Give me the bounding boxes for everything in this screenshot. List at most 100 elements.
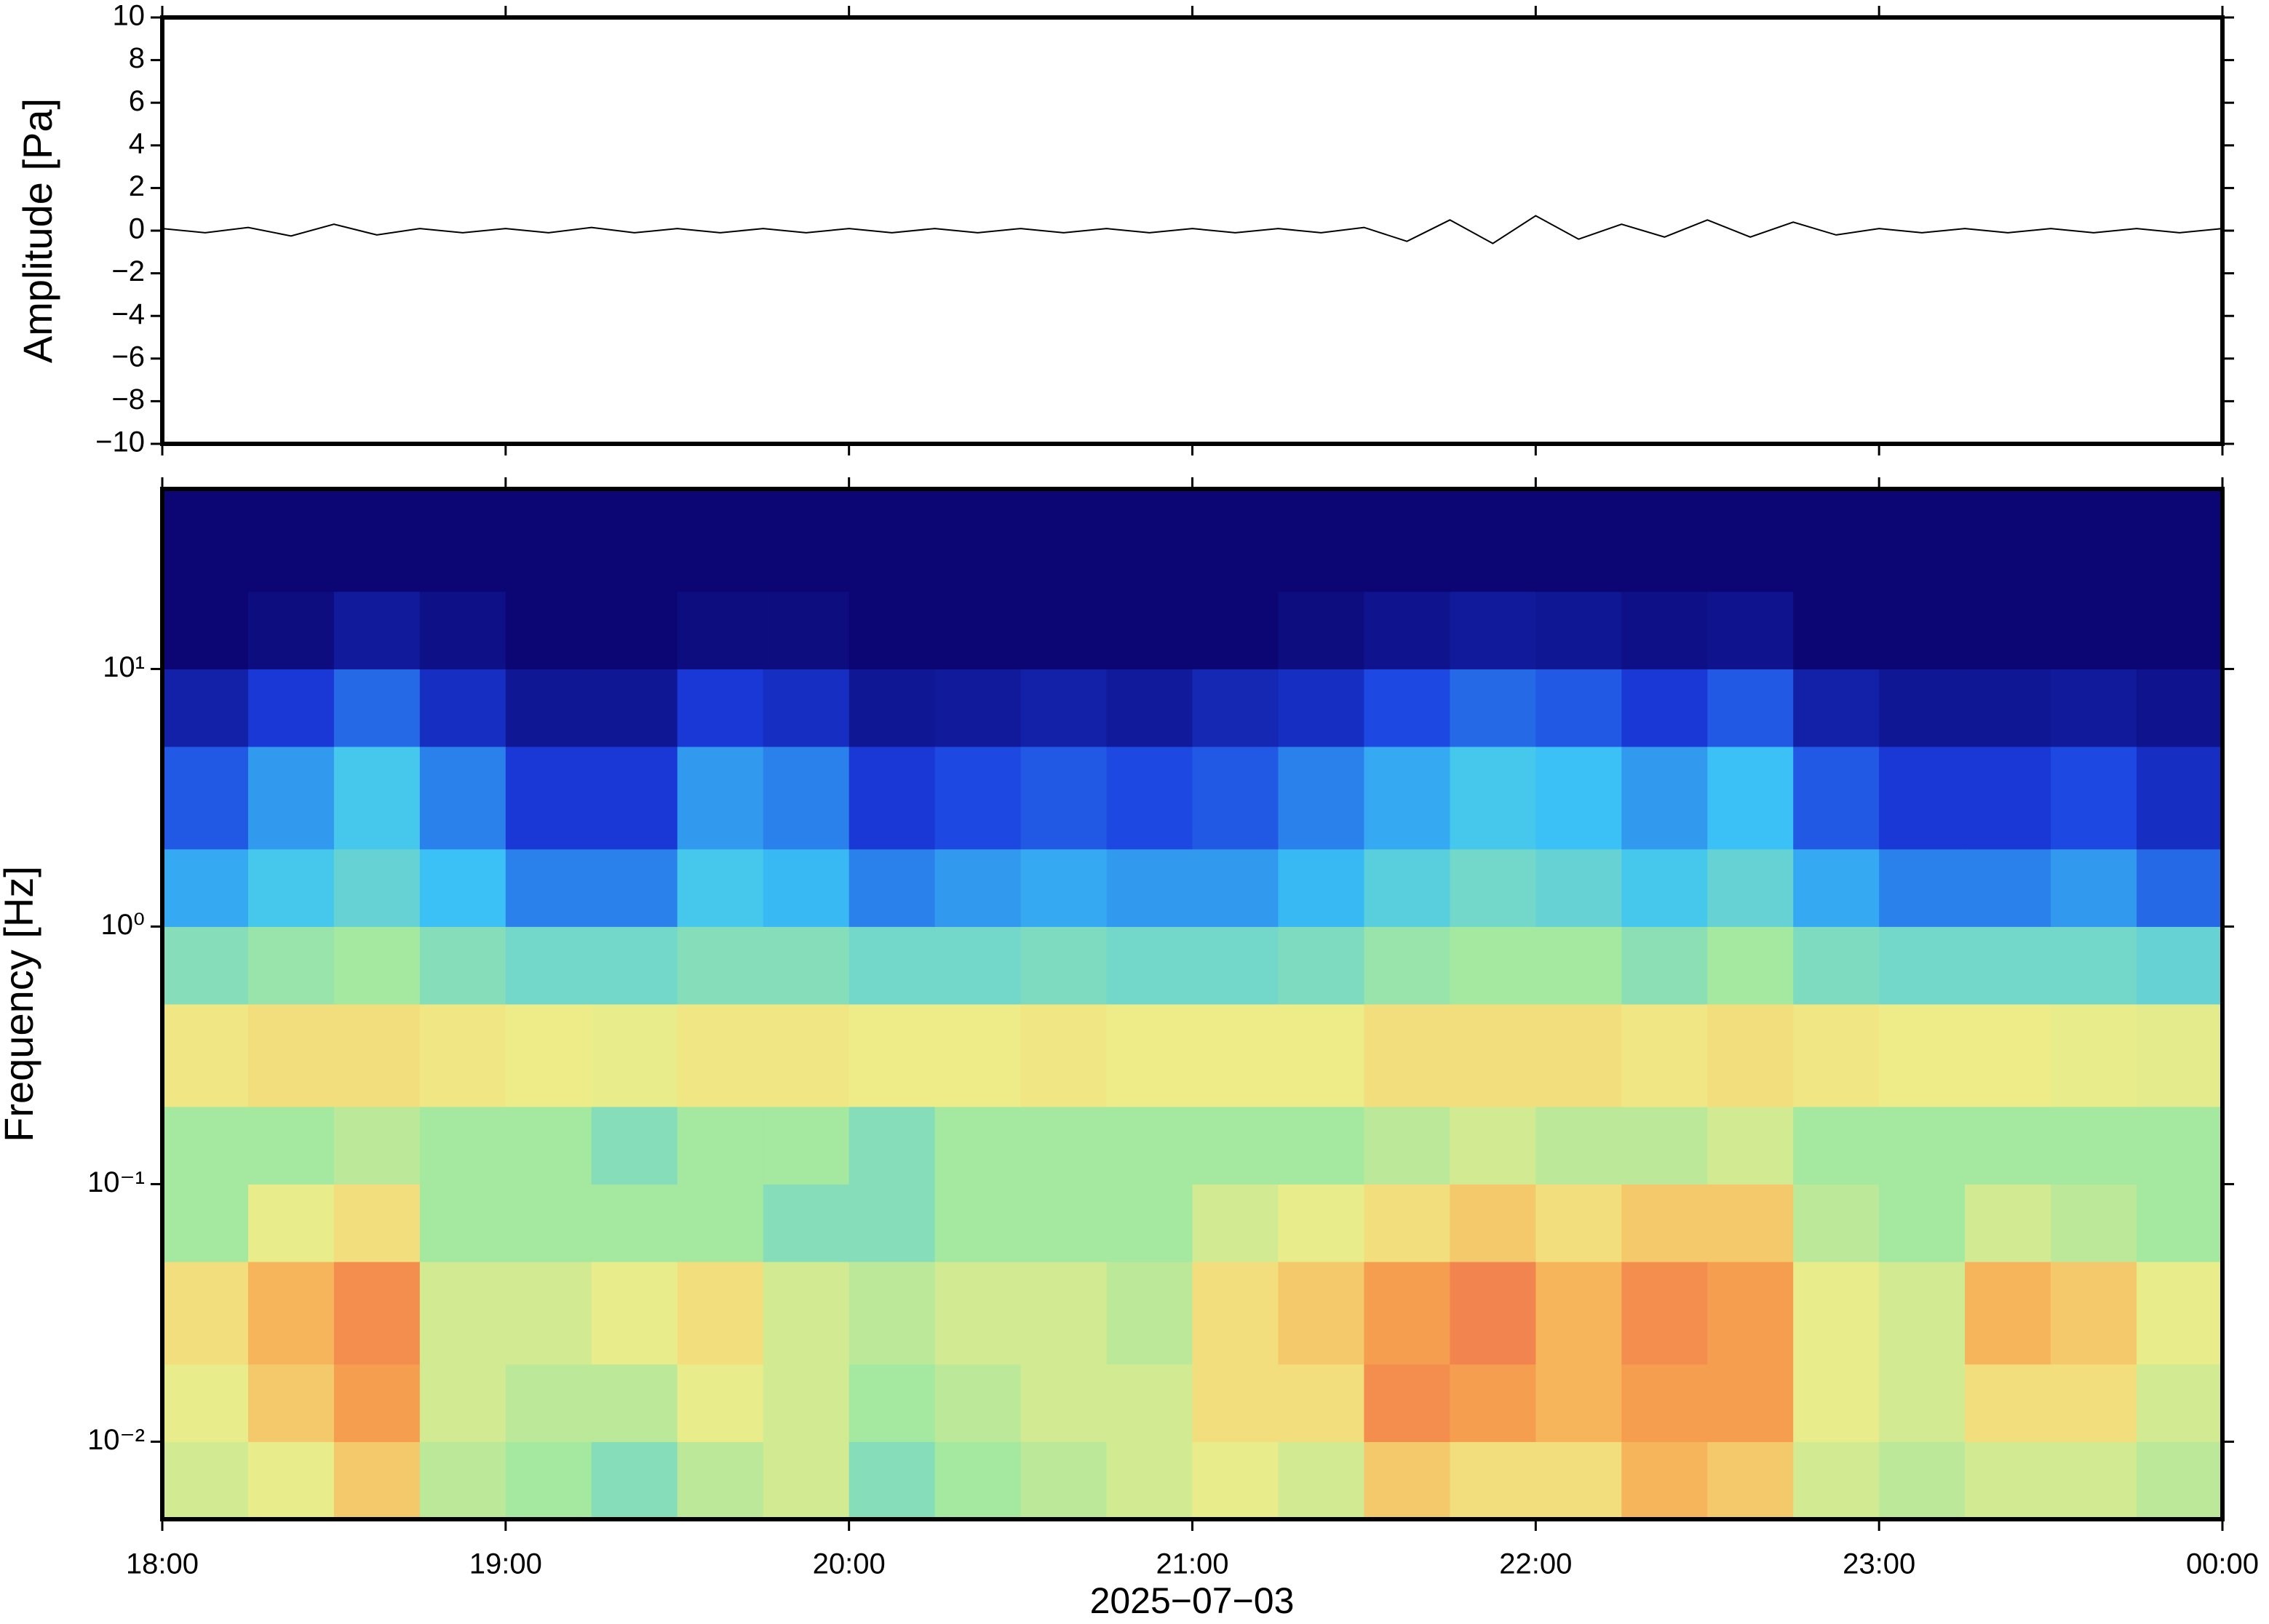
spectrogram-cell	[505, 1184, 592, 1262]
spectrogram-cell	[247, 1262, 335, 1365]
spectrogram-cell	[1707, 489, 1794, 592]
spectrogram-cell	[247, 669, 335, 747]
spectrogram-cell	[1879, 1184, 1966, 1262]
spectrogram-cell	[1020, 1004, 1108, 1107]
spectrogram-cell	[333, 591, 421, 669]
spectrogram-cell	[505, 669, 592, 747]
spectrogram-cell	[419, 1004, 506, 1107]
spectrogram-cell	[849, 669, 936, 747]
spectrogram-cell	[333, 1364, 421, 1442]
x-tick-label: 19:00	[469, 1548, 542, 1580]
x-tick-label: 21:00	[1156, 1548, 1228, 1580]
plot-area	[162, 489, 2222, 1519]
spectrogram-cell	[1364, 848, 1450, 927]
spectrogram-cell	[1965, 926, 2051, 1005]
spectrogram-cell	[1106, 669, 1193, 747]
spectrogram-cell	[849, 848, 936, 927]
spectrogram-cell	[677, 1106, 764, 1185]
spectrogram-cell	[1192, 747, 1279, 850]
spectrogram-cell	[247, 926, 335, 1005]
spectrogram-cell	[162, 747, 249, 850]
spectrogram-cell	[1020, 489, 1108, 592]
spectrogram-cell	[591, 1262, 678, 1365]
spectrogram-cell	[934, 1106, 1022, 1185]
y-tick-label: 10⁻²	[87, 1424, 145, 1456]
spectrogram-cell	[333, 926, 421, 1005]
spectrogram-panel: 10⁻² 10⁻¹ 10⁰ 10¹ 18:00 19:00 20:00 21:00 22:00 2…	[87, 477, 2259, 1580]
spectrogram-cell	[677, 489, 764, 592]
spectrogram-cell	[1793, 591, 1880, 669]
spectrogram-cell	[1278, 591, 1364, 669]
spectrogram-cell	[1793, 1106, 1880, 1185]
spectrogram-cell	[2051, 669, 2137, 747]
spectrogram-cell	[849, 489, 936, 592]
spectrogram-cell	[1020, 1262, 1108, 1365]
spectrogram-cell	[419, 926, 506, 1005]
spectrogram-cell	[677, 669, 764, 747]
spectrogram-cell	[1965, 1262, 2051, 1365]
x-axis-title: 2025−07−03	[1090, 1580, 1295, 1621]
spectrogram-cell	[1278, 1441, 1364, 1519]
spectrogram-cell	[162, 1441, 249, 1519]
spectrogram-cell	[591, 926, 678, 1005]
spectrogram-cell	[1364, 1441, 1450, 1519]
spectrogram-cell	[1707, 848, 1794, 927]
spectrogram-cell	[1364, 1184, 1450, 1262]
spectrogram-cell	[1192, 1184, 1279, 1262]
spectrogram-cell	[591, 1004, 678, 1107]
x-tick-label: 00:00	[2186, 1548, 2259, 1580]
spectrogram-cell	[1192, 1364, 1279, 1442]
spectrogram-cell	[162, 669, 249, 747]
spectrogram-cell	[247, 591, 335, 669]
spectrogram-cell	[2051, 1364, 2137, 1442]
spectrogram-cell	[2051, 489, 2137, 592]
spectrogram-cell	[1450, 926, 1536, 1005]
spectrogram-cell	[247, 1441, 335, 1519]
spectrogram-cell	[763, 1106, 850, 1185]
spectrogram-cell	[2051, 1184, 2137, 1262]
x-tick-label: 18:00	[126, 1548, 199, 1580]
spectrogram-cell	[1621, 1364, 1708, 1442]
spectrogram-cell	[1278, 1004, 1364, 1107]
spectrogram-cell	[2137, 1184, 2222, 1262]
y-tick-label: 6	[129, 85, 145, 117]
spectrogram-cell	[763, 926, 850, 1005]
spectrogram-cell	[1707, 1184, 1794, 1262]
spectrogram-cell	[162, 1364, 249, 1442]
spectrogram-cell	[849, 1106, 936, 1185]
spectrogram-cell	[1192, 1441, 1279, 1519]
spectrogram-cell	[1450, 1364, 1536, 1442]
spectrogram-cell	[1278, 669, 1364, 747]
spectrogram-cell	[1621, 591, 1708, 669]
spectrogram-cell	[162, 848, 249, 927]
spectrogram-cell	[1879, 747, 1966, 850]
spectrogram-cell	[1535, 489, 1622, 592]
spectrogram-cell	[505, 1004, 592, 1107]
spectrogram-cell	[934, 1441, 1022, 1519]
spectrogram-cell	[763, 1364, 850, 1442]
y-tick-label: 0	[129, 213, 145, 245]
spectrogram-cell	[1621, 1184, 1708, 1262]
x-tick-label: 22:00	[1499, 1548, 1572, 1580]
y-tick-label: −10	[95, 426, 145, 458]
y-tick-label: 10	[113, 0, 146, 32]
y-tick-label: 10⁰	[100, 909, 145, 941]
spectrogram-cell	[1965, 848, 2051, 927]
spectrogram-cell	[162, 489, 249, 592]
spectrogram-cell	[849, 1184, 936, 1262]
spectrogram-cell	[1192, 489, 1279, 592]
spectrogram-cell	[1106, 489, 1193, 592]
spectrogram-cell	[934, 489, 1022, 592]
spectrogram-cell	[677, 591, 764, 669]
spectrogram-cell	[333, 1262, 421, 1365]
plot-area	[162, 215, 2222, 244]
spectrogram-cell	[677, 926, 764, 1005]
spectrogram-cell	[591, 1364, 678, 1442]
spectrogram-cell	[1364, 1364, 1450, 1442]
spectrogram-cell	[2051, 1106, 2137, 1185]
spectrogram-cell	[1106, 1004, 1193, 1107]
spectrogram-cell	[2137, 1441, 2222, 1519]
spectrogram-cell	[591, 489, 678, 592]
spectrogram-cell	[1793, 669, 1880, 747]
spectrogram-cell	[1965, 747, 2051, 850]
